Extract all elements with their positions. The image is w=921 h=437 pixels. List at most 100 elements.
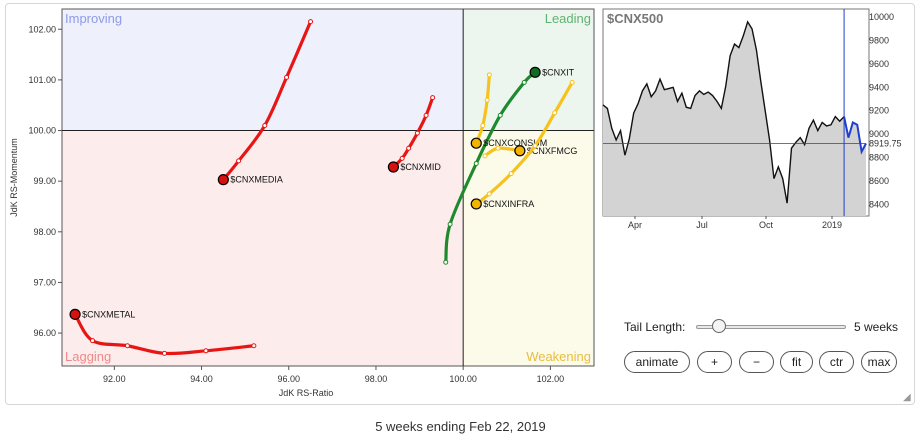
tail-point-cnxinfra xyxy=(552,110,558,116)
y-tick-label: 97.00 xyxy=(33,277,56,287)
quadrant-label-lagging: Lagging xyxy=(65,349,111,364)
quadrant-label-improving: Improving xyxy=(65,11,122,26)
tail-length-label: Tail Length: xyxy=(624,320,686,334)
price-x-tick-label: Apr xyxy=(628,220,642,230)
tail-point-cnxconsum xyxy=(484,97,490,103)
price-x-tick-label: 2019 xyxy=(822,220,842,230)
plot-border xyxy=(61,8,595,367)
tail-point-cnxfmcg xyxy=(495,145,501,151)
tail-point-cnxinfra xyxy=(532,143,538,149)
tail-point-cnxinfra xyxy=(486,191,492,197)
head-point-cnxmid[interactable] xyxy=(387,161,400,173)
animate-button[interactable]: animate xyxy=(624,351,690,373)
head-point-cnxconsum[interactable] xyxy=(470,137,482,149)
tail-point-cnxmetal xyxy=(90,338,96,344)
tail-point-cnxit xyxy=(473,160,479,166)
tail-length-slider-handle[interactable] xyxy=(712,319,726,333)
tail-point-cnxmid xyxy=(399,155,405,161)
tail-point-cnxit xyxy=(447,221,453,227)
tail-point-cnxmetal xyxy=(251,343,257,349)
tail-point-cnxit xyxy=(443,259,449,265)
price-chart-title: $CNX500 xyxy=(607,11,663,26)
series-label-cnxit: $CNXIT xyxy=(542,67,575,77)
series-label-cnxmetal: $CNXMETAL xyxy=(82,309,135,319)
price-y-tick-label: 10000 xyxy=(869,12,894,22)
rrg-chart: Improving Leading Lagging Weakening $CNXMED… xyxy=(9,8,595,398)
y-tick-label: 101.00 xyxy=(28,75,56,85)
head-point-cnxmetal[interactable] xyxy=(69,308,81,320)
price-y-tick-label: 9800 xyxy=(869,36,889,46)
quadrant-weakening xyxy=(463,130,594,366)
series-label-cnxmedia: $CNXMEDIA xyxy=(230,175,283,185)
series-cnxmetal[interactable]: $CNXMETAL xyxy=(69,308,257,356)
quadrant-label-leading: Leading xyxy=(545,11,591,26)
series-cnxit[interactable]: $CNXIT xyxy=(443,66,575,265)
head-point-cnxmedia[interactable] xyxy=(217,174,229,186)
y-tick-label: 102.00 xyxy=(28,24,56,34)
price-y-tick-label: 8600 xyxy=(869,176,889,186)
series-cnxfmcg[interactable]: $CNXFMCG xyxy=(482,145,578,159)
y-tick-label: 99.00 xyxy=(33,176,56,186)
tail-point-cnxinfra xyxy=(569,79,575,85)
tail-point-cnxconsum xyxy=(486,72,492,78)
caption: 5 weeks ending Feb 22, 2019 xyxy=(375,419,546,434)
fit-button[interactable]: fit xyxy=(780,351,813,373)
resize-grip-icon[interactable]: ◢ xyxy=(903,392,911,403)
price-chart: 8400 8600 8800 9000 9200 9400 9600 9800 10000 891… xyxy=(602,8,902,230)
x-tick-label: 92.00 xyxy=(103,374,126,384)
tail-point-cnxmedia xyxy=(236,158,242,164)
zoom-out-button[interactable]: − xyxy=(739,351,774,373)
quadrant-label-weakening: Weakening xyxy=(526,349,591,364)
tail-point-cnxmid xyxy=(423,112,429,118)
tail-point-cnxmetal xyxy=(124,343,130,349)
series-label-cnxinfra: $CNXINFRA xyxy=(483,199,534,209)
tail-point-cnxinfra xyxy=(508,171,514,177)
head-point-cnxfmcg[interactable] xyxy=(514,145,526,157)
tail-point-cnxmid xyxy=(430,95,436,101)
y-tick-label: 96.00 xyxy=(33,328,56,338)
series-cnxinfra[interactable]: $CNXINFRA xyxy=(470,79,575,210)
price-y-tick-label: 9000 xyxy=(869,129,889,139)
quadrant-improving xyxy=(62,9,464,131)
tail-point-cnxmetal xyxy=(203,348,209,354)
center-button[interactable]: ctr xyxy=(819,351,854,373)
x-axis-title: JdK RS-Ratio xyxy=(279,388,334,398)
tail-length-slider-track[interactable] xyxy=(696,325,846,329)
tail-length-value: 5 weeks xyxy=(854,320,899,334)
price-area xyxy=(603,21,866,216)
price-x-tick-label: Oct xyxy=(759,220,774,230)
tail-point-cnxmetal xyxy=(161,350,167,356)
price-x-tick-label: Jul xyxy=(696,220,708,230)
y-tick-label: 100.00 xyxy=(28,126,56,136)
head-point-cnxit[interactable] xyxy=(529,66,541,78)
x-tick-label: 102.00 xyxy=(537,374,565,384)
last-value-label: 8919.75 xyxy=(869,139,902,149)
tail-line-cnxmetal xyxy=(73,312,256,356)
series-cnxconsum[interactable]: $CNXCONSUM xyxy=(470,72,547,149)
tail-point-cnxit xyxy=(497,112,503,118)
x-tick-label: 98.00 xyxy=(365,374,388,384)
tail-point-cnxit xyxy=(521,79,527,85)
series-label-cnxfmcg: $CNXFMCG xyxy=(527,146,578,156)
y-tick-label: 98.00 xyxy=(33,227,56,237)
tail-point-cnxmid xyxy=(406,145,412,151)
tail-point-cnxconsum xyxy=(480,122,486,128)
head-point-cnxinfra[interactable] xyxy=(470,198,482,210)
series-label-cnxmid: $CNXMID xyxy=(400,162,441,172)
price-y-tick-label: 9600 xyxy=(869,59,889,69)
tail-point-cnxmedia xyxy=(308,19,314,25)
tail-line-cnxconsum xyxy=(474,73,491,145)
max-button[interactable]: max xyxy=(861,351,897,373)
series-cnxmedia[interactable]: $CNXMEDIA xyxy=(217,19,314,186)
price-y-tick-label: 9200 xyxy=(869,106,889,116)
price-y-tick-label: 8800 xyxy=(869,153,889,163)
tail-point-cnxfmcg xyxy=(482,153,488,159)
price-line-recent xyxy=(843,116,867,155)
zoom-in-button[interactable]: + xyxy=(697,351,732,373)
series-cnxmid[interactable]: $CNXMID xyxy=(387,95,441,173)
tail-point-cnxmedia xyxy=(284,74,290,80)
x-tick-label: 100.00 xyxy=(449,374,477,384)
y-axis-title: JdK RS-Momentum xyxy=(9,138,19,217)
price-y-tick-label: 9400 xyxy=(869,82,889,92)
tail-point-cnxmedia xyxy=(262,122,268,128)
